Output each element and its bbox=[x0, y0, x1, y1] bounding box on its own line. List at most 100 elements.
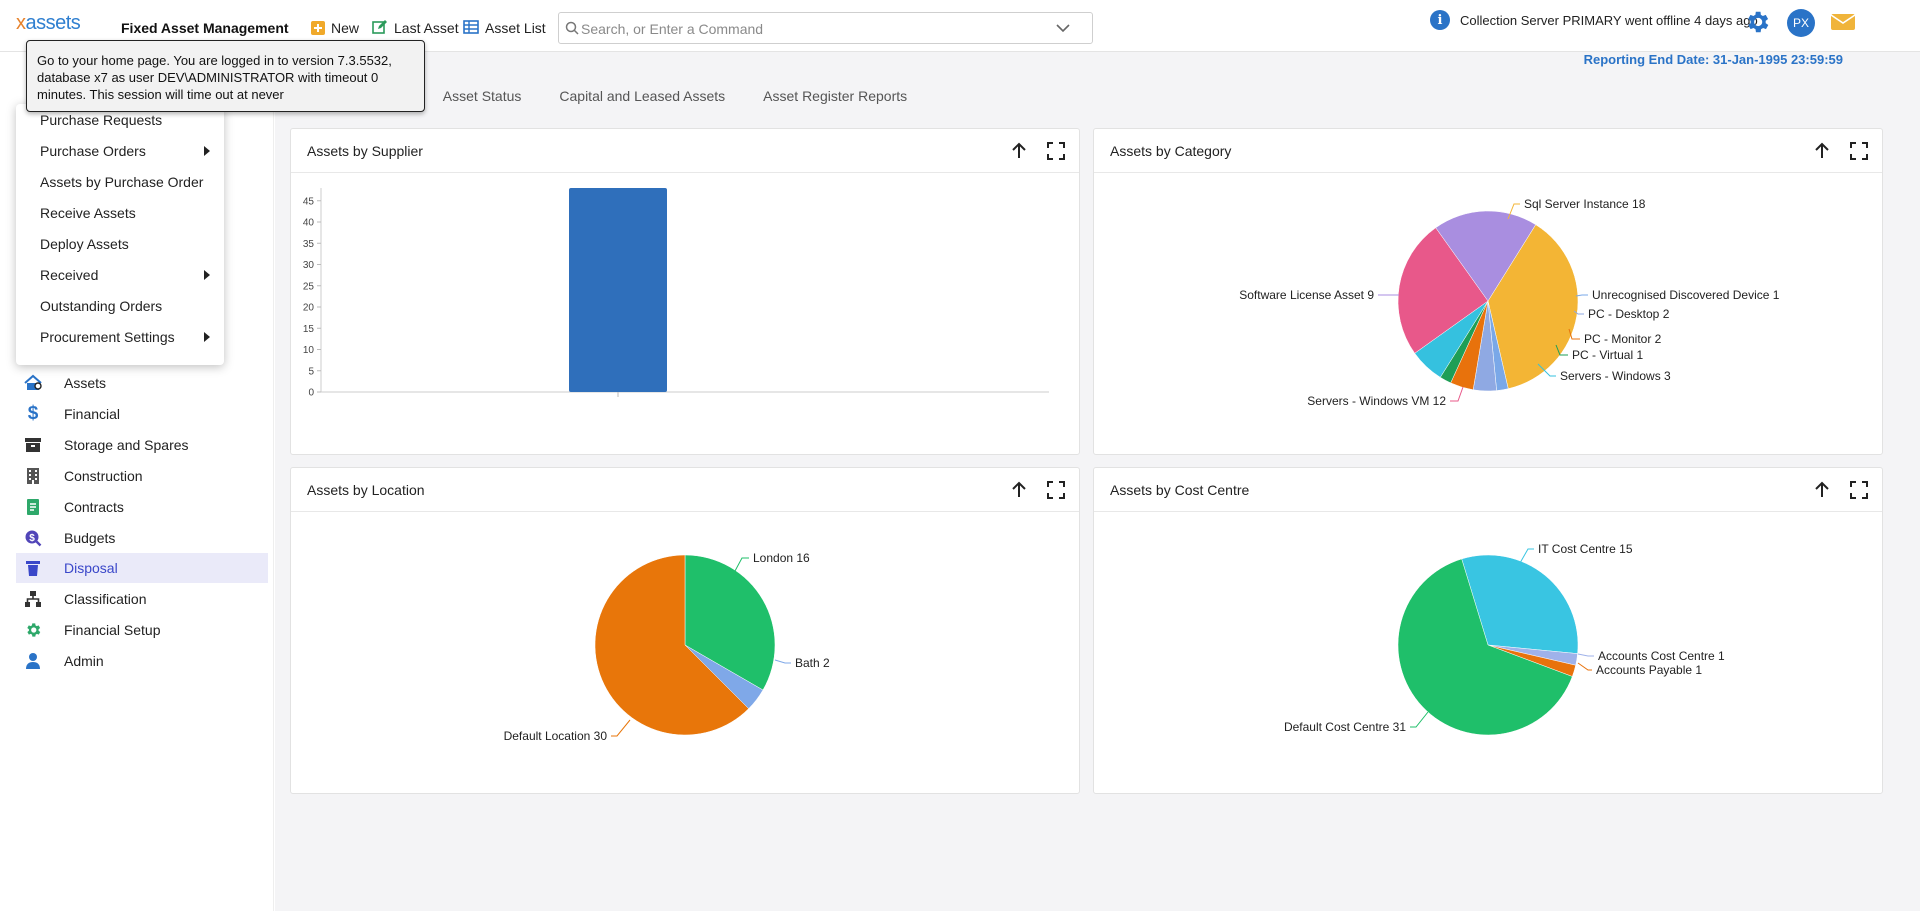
sidebar-item-financial-setup[interactable]: Financial Setup bbox=[16, 615, 268, 645]
trash-icon bbox=[22, 557, 44, 579]
expand-icon[interactable] bbox=[1848, 140, 1870, 162]
gear-icon bbox=[22, 619, 44, 641]
chart-body: London 16 Bath 2 Default Location 30 bbox=[291, 513, 1079, 793]
pie-label-bath: Bath 2 bbox=[795, 656, 830, 670]
sidebar-item-disposal[interactable]: Disposal bbox=[16, 553, 268, 583]
tab-asset-register-reports[interactable]: Asset Register Reports bbox=[763, 88, 908, 104]
pie-label-servers-windows-vm: Servers - Windows VM 12 bbox=[1307, 394, 1446, 408]
y-tick-label: 5 bbox=[308, 366, 314, 377]
tab-asset-status[interactable]: Asset Status bbox=[442, 88, 522, 104]
y-tick-label: 30 bbox=[303, 260, 315, 271]
pie-label-london: London 16 bbox=[753, 551, 810, 565]
hierarchy-icon bbox=[22, 588, 44, 610]
budget-search-icon: $ bbox=[22, 527, 44, 549]
chevron-down-icon[interactable] bbox=[1056, 23, 1070, 33]
asset-location-icon bbox=[22, 372, 44, 394]
arrow-up-icon[interactable] bbox=[1811, 479, 1833, 501]
sidebar-item-label: Contracts bbox=[64, 499, 124, 515]
building-icon bbox=[22, 465, 44, 487]
menu-item-label: Outstanding Orders bbox=[40, 297, 163, 314]
pie-label-pc-monitor: PC - Monitor 2 bbox=[1584, 332, 1662, 346]
menu-item-purchase-requests[interactable]: Purchase Requests bbox=[16, 104, 224, 135]
server-notice[interactable]: i Collection Server PRIMARY went offline… bbox=[1430, 10, 1758, 30]
sidebar-item-label: Construction bbox=[64, 468, 143, 484]
panel-header: Assets by Category bbox=[1094, 129, 1882, 173]
menu-item-label: Purchase Orders bbox=[40, 142, 146, 159]
menu-item-label: Receive Assets bbox=[40, 204, 136, 221]
leader-line-accounts-cost-centre bbox=[1577, 653, 1594, 657]
asset-list-button[interactable]: Asset List bbox=[463, 18, 546, 38]
leader-line-it-cost-centre bbox=[1519, 548, 1534, 564]
edit-icon bbox=[372, 19, 388, 38]
bar-0 bbox=[569, 188, 667, 392]
y-tick-label: 20 bbox=[303, 303, 315, 314]
user-avatar[interactable]: PX bbox=[1787, 9, 1815, 37]
menu-item-receive-assets[interactable]: Receive Assets bbox=[16, 197, 224, 228]
menu-item-label: Received bbox=[40, 266, 99, 283]
sidebar-item-budgets[interactable]: $ Budgets bbox=[16, 523, 268, 553]
expand-icon[interactable] bbox=[1045, 479, 1067, 501]
last-asset-button[interactable]: Last Asset bbox=[372, 18, 459, 38]
main-content: Reporting End Date: 31-Jan-1995 23:59:59… bbox=[275, 52, 1920, 911]
pie-slice-default-cost-centre bbox=[1397, 558, 1573, 736]
menu-item-label: Assets by Purchase Order bbox=[40, 173, 204, 190]
pie-chart-category: Sql Server Instance 18 Unrecognised Disco… bbox=[1239, 197, 1780, 408]
arrow-up-icon[interactable] bbox=[1008, 479, 1030, 501]
menu-item-deploy-assets[interactable]: Deploy Assets bbox=[16, 228, 224, 259]
y-tick-label: 25 bbox=[303, 281, 315, 292]
sidebar-item-label: Financial Setup bbox=[64, 622, 161, 638]
expand-icon[interactable] bbox=[1045, 140, 1067, 162]
settings-gear-icon[interactable] bbox=[1743, 8, 1771, 36]
menu-item-outstanding-orders[interactable]: Outstanding Orders bbox=[16, 290, 224, 321]
app-title[interactable]: Fixed Asset Management bbox=[121, 20, 289, 36]
tab-capital-and-leased-assets[interactable]: Capital and Leased Assets bbox=[559, 88, 726, 104]
mail-icon[interactable] bbox=[1830, 12, 1856, 32]
command-search[interactable]: Search, or Enter a Command bbox=[558, 12, 1093, 44]
y-tick-label: 15 bbox=[303, 324, 315, 335]
panel-title: Assets by Location bbox=[307, 482, 425, 498]
sidebar-item-storage-and-spares[interactable]: Storage and Spares bbox=[16, 430, 268, 460]
submenu-arrow-icon bbox=[204, 332, 210, 342]
leader-line-servers-windows bbox=[1537, 363, 1556, 377]
panel-header: Assets by Cost Centre bbox=[1094, 468, 1882, 512]
pie-label-pc-desktop: PC - Desktop 2 bbox=[1588, 307, 1670, 321]
panel-assets-by-supplier: Assets by Supplier 0 5 10 15 20 25 30 35 40 45 bbox=[290, 128, 1080, 455]
leader-line-servers-windows-vm bbox=[1450, 386, 1464, 402]
pie-chart-location: London 16 Bath 2 Default Location 30 bbox=[504, 551, 830, 743]
menu-item-procurement-settings[interactable]: Procurement Settings bbox=[16, 321, 224, 352]
pie-label-servers-windows: Servers - Windows 3 bbox=[1560, 369, 1671, 383]
sidebar-item-financial[interactable]: $ Financial bbox=[16, 399, 268, 429]
sidebar-item-assets[interactable]: Assets bbox=[16, 368, 268, 398]
notice-text: Collection Server PRIMARY went offline 4… bbox=[1460, 12, 1758, 28]
pie-slice-it-cost-centre bbox=[1461, 554, 1579, 654]
leader-line-default-cost-centre bbox=[1410, 711, 1429, 728]
menu-item-label: Purchase Requests bbox=[40, 111, 163, 128]
sidebar-item-construction[interactable]: Construction bbox=[16, 461, 268, 491]
sidebar-item-label: Storage and Spares bbox=[64, 437, 189, 453]
pie-label-accounts-payable: Accounts Payable 1 bbox=[1596, 663, 1702, 677]
reporting-end-date: Reporting End Date: 31-Jan-1995 23:59:59 bbox=[1583, 52, 1843, 67]
arrow-up-icon[interactable] bbox=[1008, 140, 1030, 162]
menu-item-received[interactable]: Received bbox=[16, 259, 224, 290]
sidebar-item-admin[interactable]: Admin bbox=[16, 646, 268, 676]
logo-x: x bbox=[16, 12, 26, 34]
pie-label-default-location: Default Location 30 bbox=[504, 729, 608, 743]
arrow-up-icon[interactable] bbox=[1811, 140, 1833, 162]
xassets-logo[interactable]: xassets bbox=[16, 12, 81, 35]
new-button[interactable]: New bbox=[311, 18, 359, 38]
expand-icon[interactable] bbox=[1848, 479, 1870, 501]
asset-list-label: Asset List bbox=[485, 20, 546, 36]
sidebar-item-classification[interactable]: Classification bbox=[16, 584, 268, 614]
menu-item-assets-by-purchase-order[interactable]: Assets by Purchase Order bbox=[16, 166, 224, 197]
sidebar-item-label: Financial bbox=[64, 406, 121, 422]
leader-line-accounts-payable bbox=[1577, 662, 1592, 671]
sidebar-item-contracts[interactable]: Contracts bbox=[16, 492, 268, 522]
leader-line-london bbox=[734, 557, 749, 572]
archive-box-icon bbox=[22, 434, 44, 456]
pie-label-pc-virtual: PC - Virtual 1 bbox=[1572, 348, 1643, 362]
panel-assets-by-cost-centre: Assets by Cost Centre IT Cost Centre 15 A… bbox=[1093, 467, 1883, 794]
menu-item-label: Procurement Settings bbox=[40, 328, 175, 345]
menu-item-purchase-orders[interactable]: Purchase Orders bbox=[16, 135, 224, 166]
y-tick-label: 35 bbox=[303, 239, 315, 250]
